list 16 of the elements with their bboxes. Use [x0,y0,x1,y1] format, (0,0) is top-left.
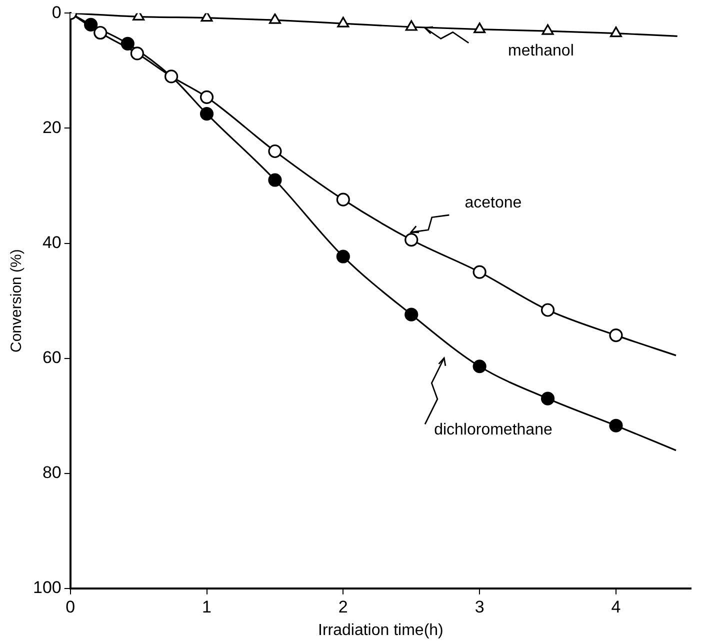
x-axis-title: Irradiation time(h) [318,622,444,639]
x-tick-label: 4 [611,597,621,616]
y-tick-label: 60 [42,348,62,368]
y-tick-label: 100 [32,578,62,598]
y-tick-label: 20 [42,118,62,137]
y-axis-title: Conversion (%) [8,249,26,352]
text: acetone [464,194,522,212]
y-tick-label: 40 [42,232,62,252]
series-label: dichloromethane [434,422,552,439]
x-tick-label: 3 [474,597,484,616]
x-tick-label: 0 [66,597,76,616]
x-tick-label: 1 [202,597,212,616]
y-tick-label: 80 [42,463,62,482]
series-label: methanol [508,42,574,60]
x-tick-label: 2 [338,597,348,616]
y-tick-label: 0 [52,2,62,22]
